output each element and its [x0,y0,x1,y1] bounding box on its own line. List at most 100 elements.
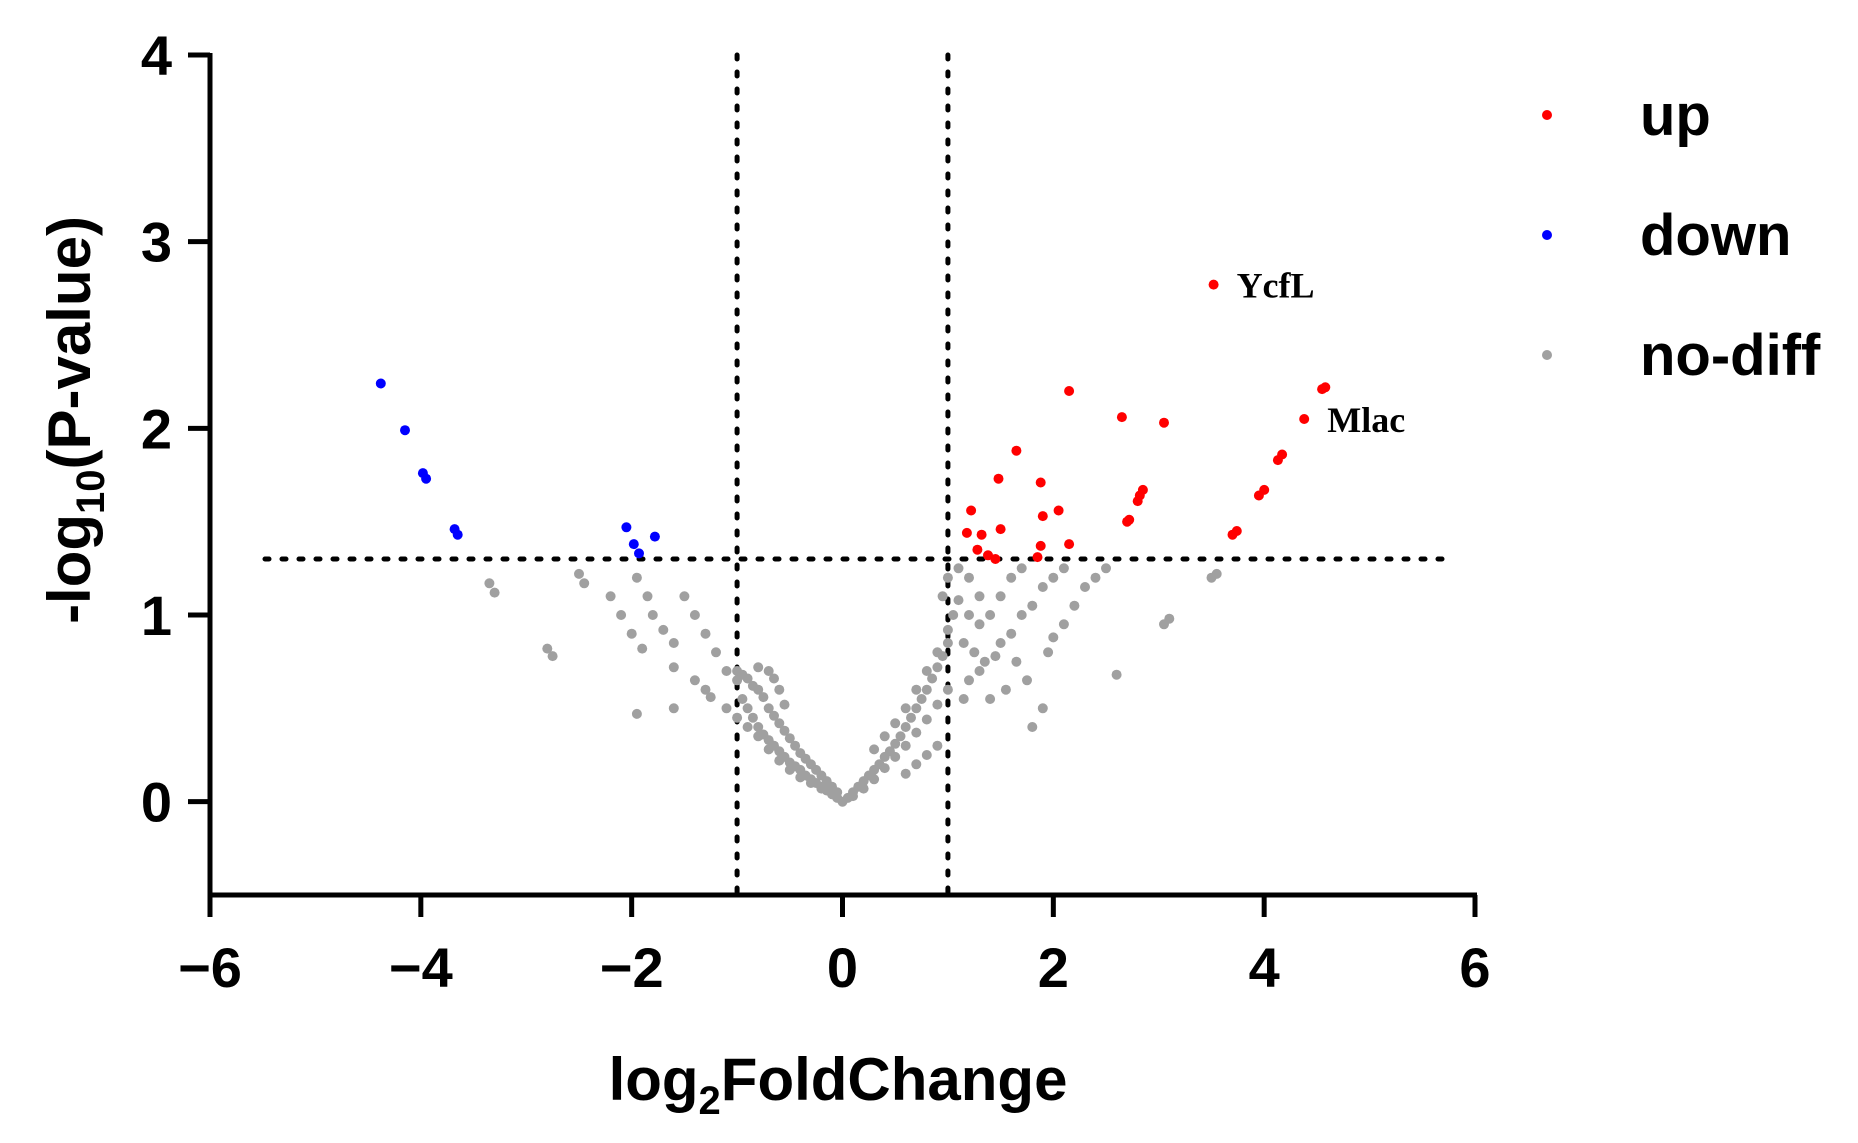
point-no-diff [579,578,590,589]
legend-marker-up [1542,110,1552,120]
point-no-diff [1022,675,1032,686]
point-no-diff [642,591,653,602]
point-no-diff [1016,563,1027,574]
point-up [1032,552,1043,563]
point-no-diff [689,610,700,620]
point-no-diff [1011,656,1022,667]
point-no-diff [1037,703,1048,714]
point-no-diff [742,722,753,732]
point-no-diff [911,727,922,738]
point-up [1231,526,1242,536]
point-up [972,544,983,555]
y-tick-label: 3 [141,211,172,274]
point-no-diff [742,673,753,684]
point-no-diff [953,563,964,574]
point-no-diff [942,638,953,648]
point-no-diff [679,591,690,602]
point-no-diff [758,692,769,703]
point-no-diff [668,662,679,673]
point-no-diff [964,675,974,686]
point-up [1299,414,1310,424]
point-no-diff [932,647,943,658]
point-no-diff [753,684,764,695]
point-up [1035,540,1046,551]
point-no-diff [605,591,616,602]
point-no-diff [747,712,758,723]
point-no-diff [753,722,764,732]
point-no-diff [1206,572,1217,583]
point-no-diff [790,740,801,751]
point-no-diff [1058,563,1069,574]
point-up [1011,445,1022,456]
legend-marker-no-diff [1542,350,1552,360]
point-no-diff [763,666,774,676]
point-no-diff [658,624,669,635]
point-no-diff [921,666,932,676]
point-no-diff [1043,647,1054,658]
point-no-diff [890,718,901,729]
point-no-diff [637,643,648,654]
point-no-diff [900,768,911,779]
point-no-diff [895,731,906,742]
point-down [375,378,386,389]
point-no-diff [1111,669,1122,680]
point-no-diff [742,703,753,714]
point-up [1137,484,1148,495]
x-tick-label: −2 [600,936,664,999]
point-no-diff [805,778,816,788]
point-down [634,548,644,559]
y-tick-label: 0 [141,771,172,834]
point-no-diff [700,684,711,695]
point-no-diff [769,710,779,721]
point-no-diff [985,694,996,704]
point-no-diff [753,662,764,673]
point-no-diff [942,684,953,695]
point-no-diff [942,624,953,635]
point-no-diff [937,591,948,602]
point-no-diff [964,572,974,583]
point-no-diff [1080,582,1090,592]
point-no-diff [753,731,764,742]
point-no-diff [990,651,1001,662]
point-no-diff [890,738,901,749]
point-down [649,531,660,542]
point-no-diff [916,694,927,704]
point-no-diff [879,731,890,742]
point-up [983,550,993,561]
point-up [1259,484,1270,495]
point-no-diff [858,783,869,794]
x-axis-title: log2FoldChange [609,1046,1068,1123]
point-no-diff [906,712,916,723]
point-no-diff [774,684,785,695]
point-no-diff [1027,600,1038,611]
point-down [400,425,410,436]
point-no-diff [784,733,795,744]
point-no-diff [995,591,1006,602]
point-up [1035,477,1046,488]
point-no-diff [921,750,932,760]
point-no-diff [484,578,495,589]
point-no-diff [995,638,1006,648]
point-no-diff [700,628,711,639]
point-no-diff [769,673,779,684]
y-tick-label: 1 [141,584,172,647]
x-tick-label: 2 [1038,936,1069,999]
point-no-diff [911,703,922,714]
point-no-diff [732,712,743,723]
point-no-diff [616,610,627,620]
point-no-diff [547,651,558,662]
point-no-diff [979,656,990,667]
axes: 0 1 2 3 4 −6 −4 −2 0 2 4 6 [141,24,1491,999]
point-no-diff [974,666,985,676]
point-up [1277,449,1288,460]
legend: up down no-diff [1542,83,1821,388]
point-no-diff [1164,613,1175,624]
point-no-diff [737,694,748,704]
point-no-diff [631,708,642,719]
point-no-diff [958,694,969,704]
point-no-diff [631,572,642,583]
point-down [628,539,639,550]
point-no-diff [779,725,790,736]
point-up [1064,386,1075,396]
point-no-diff [1058,619,1069,630]
